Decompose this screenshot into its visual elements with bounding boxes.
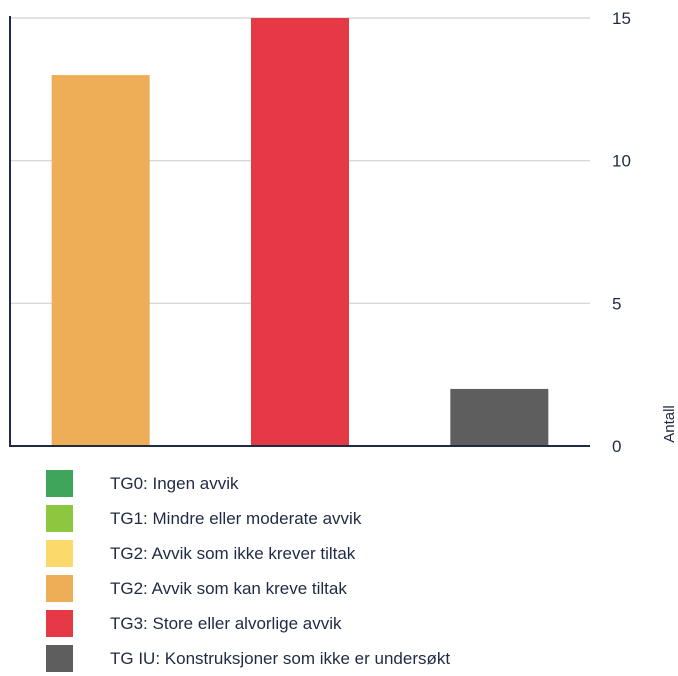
y-tick-label-10: 10 [612, 152, 631, 171]
legend-swatch [46, 575, 73, 602]
legend-swatch [46, 610, 73, 637]
legend-item: TG2: Avvik som kan kreve tiltak [46, 571, 450, 606]
legend-swatch [46, 470, 73, 497]
bar-chart: 0 5 10 15 Antall [9, 9, 678, 456]
legend-item: TG2: Avvik som ikke krever tiltak [46, 536, 450, 571]
bar-2 [450, 388, 549, 446]
y-tick-label-0: 0 [612, 437, 621, 456]
bar-1 [251, 18, 349, 446]
legend-label: TG IU: Konstruksjoner som ikke er unders… [110, 648, 451, 668]
legend-item: TG1: Mindre eller moderate avvik [46, 501, 450, 536]
legend-label: TG3: Store eller alvorlige avvik [110, 613, 342, 633]
y-axis-title: Antall [661, 405, 678, 443]
y-tick-label-15: 15 [612, 9, 631, 28]
legend-swatch [46, 540, 73, 567]
legend-item: TG IU: Konstruksjoner som ikke er unders… [46, 641, 450, 676]
y-tick-label-5: 5 [612, 294, 621, 313]
legend-label: TG2: Avvik som ikke krever tiltak [110, 543, 356, 563]
bar-0 [51, 75, 150, 447]
legend-item: TG0: Ingen avvik [46, 466, 450, 501]
chart-legend: TG0: Ingen avvik TG1: Mindre eller modera… [46, 466, 450, 676]
legend-label: TG0: Ingen avvik [110, 473, 239, 493]
legend-swatch [46, 505, 73, 532]
legend-label: TG1: Mindre eller moderate avvik [110, 508, 362, 528]
legend-label: TG2: Avvik som kan kreve tiltak [110, 578, 347, 598]
legend-item: TG3: Store eller alvorlige avvik [46, 606, 450, 641]
